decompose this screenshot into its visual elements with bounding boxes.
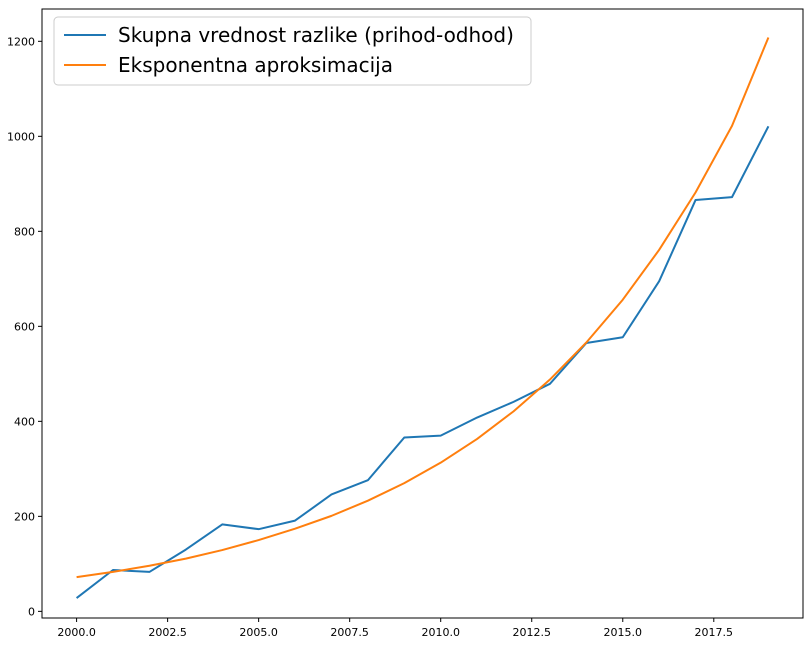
y-axis: 0 200 400 600 800 1000 1200 (7, 35, 42, 618)
y-tick-label: 200 (14, 510, 35, 523)
series-line-1 (75, 125, 770, 599)
x-tick-label: 2010.0 (421, 626, 460, 639)
y-tick-label: 400 (14, 415, 35, 428)
y-tick-label: 1200 (7, 35, 35, 48)
x-tick-label: 2005.0 (239, 626, 278, 639)
y-tick-label: 800 (14, 225, 35, 238)
series-line-2 (76, 37, 770, 579)
y-tick-label: 600 (14, 320, 35, 333)
legend: Skupna vrednost razlike (prihod-odhod) E… (53, 16, 532, 86)
legend-label-series-2: Eksponentna aproksimacija (118, 53, 393, 77)
x-tick-label: 2015.0 (604, 626, 643, 639)
legend-label-series-1: Skupna vrednost razlike (prihod-odhod) (118, 23, 514, 47)
y-tick-label: 0 (28, 605, 35, 618)
series-layer (75, 37, 770, 599)
plot-area (41, 8, 804, 619)
x-tick-label: 2007.5 (330, 626, 369, 639)
x-axis: 2000.0 2002.5 2005.0 2007.5 2010.0 2012.5 2015… (57, 618, 733, 639)
x-tick-label: 2000.0 (57, 626, 96, 639)
y-tick-label: 1000 (7, 130, 35, 143)
x-tick-label: 2002.5 (148, 626, 187, 639)
legend-box (53, 16, 532, 86)
x-tick-label: 2012.5 (512, 626, 551, 639)
x-tick-label: 2017.5 (695, 626, 734, 639)
plot-frame (41, 8, 804, 619)
